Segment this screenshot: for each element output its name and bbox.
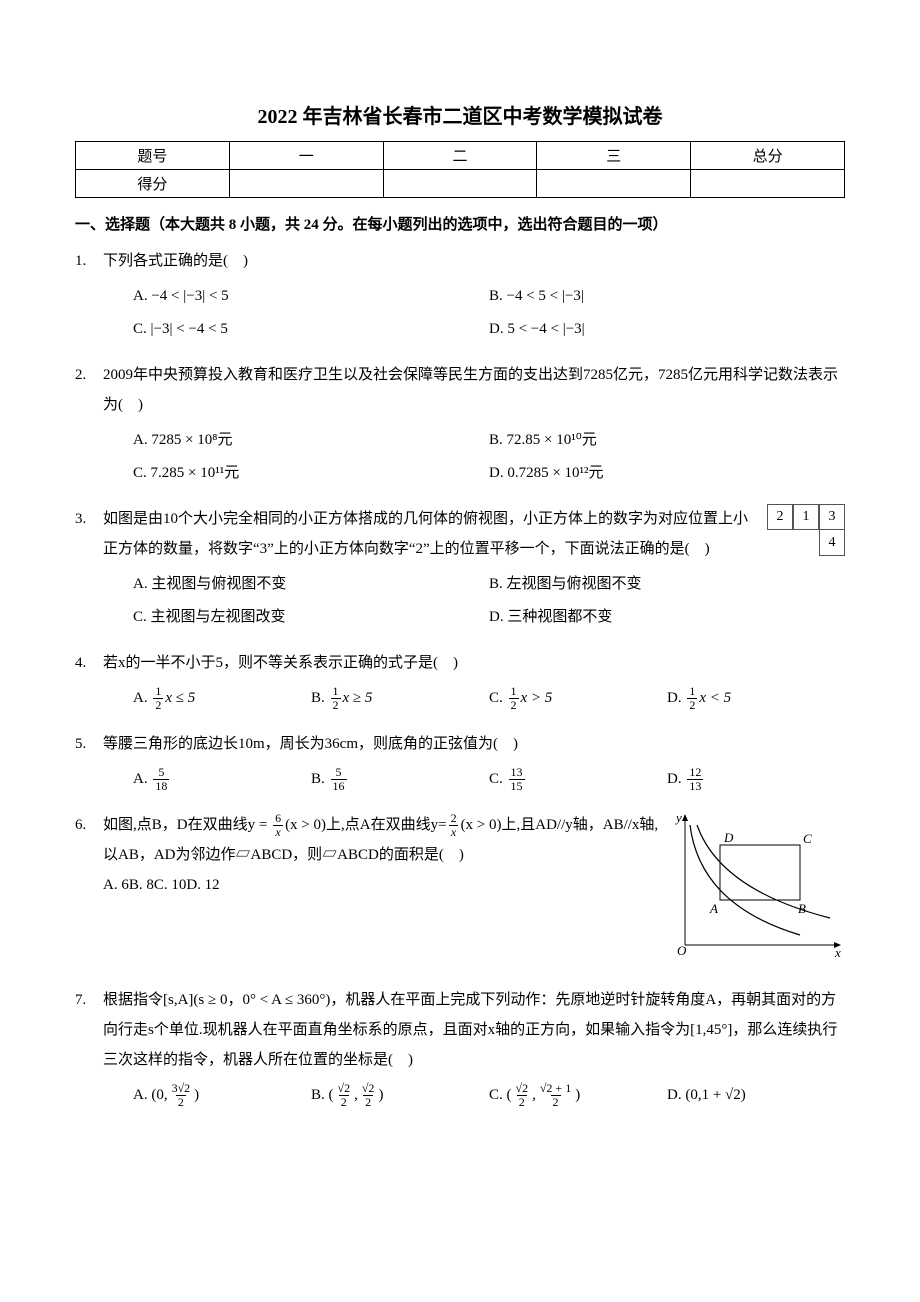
option-d: D. 12x < 5	[667, 682, 845, 715]
td-empty	[229, 170, 383, 198]
option-b: B. (√22,√22)	[311, 1079, 489, 1112]
q-stem: 若x的一半不小于5，则不等关系表示正确的式子是( )	[103, 648, 845, 678]
cube-cell: 3	[819, 504, 845, 530]
question-6: 6. 如图,点B，D在双曲线y = 6x(x > 0)上,点A在双曲线y=2x(…	[75, 810, 845, 971]
option-c: C. 1315	[489, 763, 667, 796]
cube-cell: 1	[793, 504, 819, 530]
option-a: A. 518	[133, 763, 311, 796]
question-4: 4. 若x的一半不小于5，则不等关系表示正确的式子是( ) A. 12x ≤ 5…	[75, 648, 845, 715]
point-a: A	[709, 901, 718, 916]
option-a: A. 12x ≤ 5	[133, 682, 311, 715]
hyperbola-figure: O x y A B C D	[670, 810, 845, 971]
td-empty	[691, 170, 845, 198]
q-stem: 如图,点B，D在双曲线y = 6x(x > 0)上,点A在双曲线y=2x(x >…	[103, 810, 660, 870]
question-7: 7. 根据指令[s,A](s ≥ 0，0° < A ≤ 360°)，机器人在平面…	[75, 985, 845, 1112]
option-d: D. 0.7285 × 10¹²元	[489, 457, 845, 490]
table-row: 得分	[76, 170, 845, 198]
q-stem: 根据指令[s,A](s ≥ 0，0° < A ≤ 360°)，机器人在平面上完成…	[103, 985, 845, 1075]
option-a: A. −4 < |−3| < 5	[133, 280, 489, 313]
option-a: A. 主视图与俯视图不变	[133, 568, 489, 601]
q-stem: 如图是由10个大小完全相同的小正方体搭成的几何体的俯视图，小正方体上的数字为对应…	[103, 504, 757, 564]
options-inline: A. 6B. 8C. 10D. 12	[103, 870, 660, 900]
td-empty	[537, 170, 691, 198]
q-num: 2.	[75, 360, 103, 490]
q-num: 6.	[75, 810, 103, 971]
th-3: 三	[537, 142, 691, 170]
option-b: B. 12x ≥ 5	[311, 682, 489, 715]
option-d: D. 1213	[667, 763, 845, 796]
question-2: 2. 2009年中央预算投入教育和医疗卫生以及社会保障等民生方面的支出达到728…	[75, 360, 845, 490]
question-1: 1. 下列各式正确的是( ) A. −4 < |−3| < 5 B. −4 < …	[75, 246, 845, 346]
point-b: B	[798, 901, 806, 916]
option-b: B. 72.85 × 10¹⁰元	[489, 424, 845, 457]
q-stem: 下列各式正确的是( )	[103, 246, 845, 276]
option-c: C. 主视图与左视图改变	[133, 601, 489, 634]
td-score-label: 得分	[76, 170, 230, 198]
td-empty	[383, 170, 537, 198]
score-table: 题号 一 二 三 总分 得分	[75, 141, 845, 198]
table-row: 题号 一 二 三 总分	[76, 142, 845, 170]
question-5: 5. 等腰三角形的底边长10m，周长为36cm，则底角的正弦值为( ) A. 5…	[75, 729, 845, 796]
page-title: 2022 年吉林省长春市二道区中考数学模拟试卷	[75, 100, 845, 129]
th-total: 总分	[691, 142, 845, 170]
q-num: 7.	[75, 985, 103, 1112]
cube-cell: 2	[767, 504, 793, 530]
option-c: C. |−3| < −4 < 5	[133, 313, 489, 346]
question-3: 3. 如图是由10个大小完全相同的小正方体搭成的几何体的俯视图，小正方体上的数字…	[75, 504, 845, 634]
option-b: B. 左视图与俯视图不变	[489, 568, 845, 601]
point-c: C	[803, 831, 812, 846]
section-header: 一、选择题（本大题共 8 小题，共 24 分。在每小题列出的选项中，选出符合题目…	[75, 213, 845, 234]
axis-y-label: y	[674, 810, 682, 825]
axis-origin: O	[677, 943, 687, 958]
option-b: B. 516	[311, 763, 489, 796]
q-num: 1.	[75, 246, 103, 346]
q-num: 3.	[75, 504, 103, 634]
option-b: B. −4 < 5 < |−3|	[489, 280, 845, 313]
q-num: 4.	[75, 648, 103, 715]
option-a: A. (0,3√22)	[133, 1079, 311, 1112]
option-d: D. 三种视图都不变	[489, 601, 845, 634]
th-num: 题号	[76, 142, 230, 170]
option-c: C. 12x > 5	[489, 682, 667, 715]
option-d: D. (0,1 + √2)	[667, 1079, 845, 1112]
cubes-figure: 2 1 3 4	[767, 504, 845, 564]
q-num: 5.	[75, 729, 103, 796]
cube-cell: 4	[819, 530, 845, 556]
th-2: 二	[383, 142, 537, 170]
th-1: 一	[229, 142, 383, 170]
q-stem: 等腰三角形的底边长10m，周长为36cm，则底角的正弦值为( )	[103, 729, 845, 759]
point-d: D	[723, 830, 734, 845]
option-d: D. 5 < −4 < |−3|	[489, 313, 845, 346]
q-stem: 2009年中央预算投入教育和医疗卫生以及社会保障等民生方面的支出达到7285亿元…	[103, 360, 845, 420]
axis-x-label: x	[834, 945, 841, 960]
option-c: C. 7.285 × 10¹¹元	[133, 457, 489, 490]
option-c: C. (√22,√2 + 12)	[489, 1079, 667, 1112]
option-a: A. 7285 × 10⁸元	[133, 424, 489, 457]
